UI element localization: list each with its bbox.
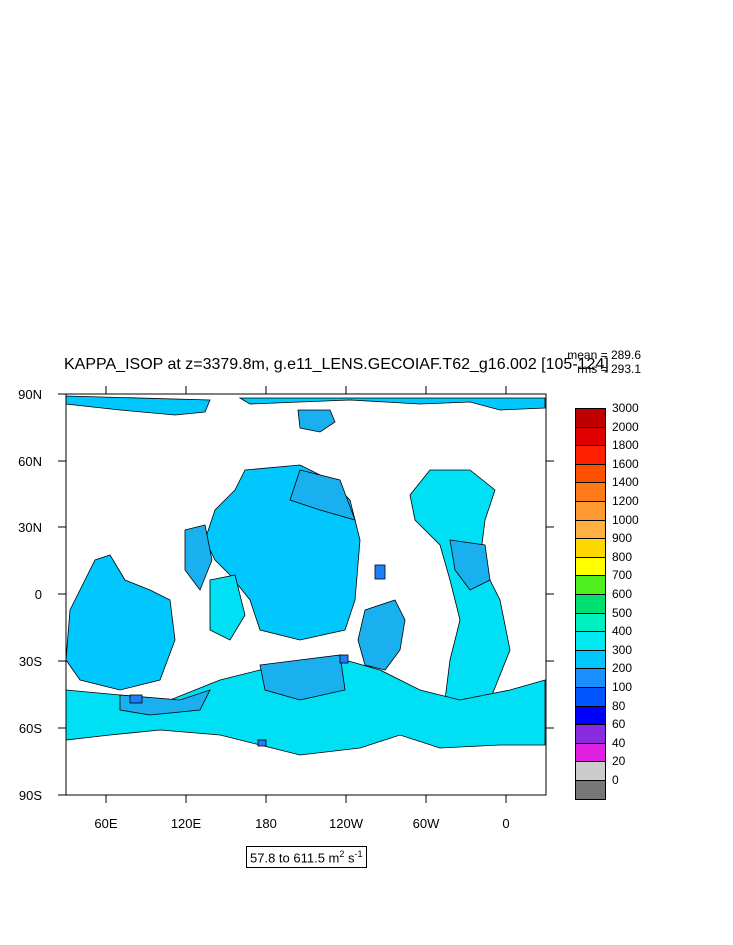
y-label-60s: 60S [18,721,42,736]
colorbar-label: 600 [612,587,633,601]
colorbar-swatch [576,669,605,688]
colorbar-swatch [576,725,605,744]
colorbar-label: 60 [612,717,626,732]
ocean-fields [65,395,546,756]
colorbar-swatch [576,557,605,577]
range-box: 57.8 to 611.5 m2 s-1 [246,846,367,869]
colorbar-label: 20 [612,754,626,769]
colorbar-label: 3000 [612,401,639,415]
atlantic-basin [409,469,511,721]
range-unit-sup: 2 [339,849,345,859]
colorbar-label: 40 [612,735,626,750]
colorbar-swatch [576,427,605,447]
colorbar-label: 80 [612,698,626,713]
y-label-90s: 90S [18,788,42,803]
plot-title: KAPPA_ISOP at z=3379.8m, g.e11_LENS.GECO… [64,356,609,373]
x-label-120e: 120E [170,816,202,831]
colorbar-swatch [576,483,605,502]
range-unit-tail: s [344,850,355,866]
x-label-0: 0 [502,816,510,831]
mean-stat: mean = 289.6 [567,348,641,362]
colorbar-swatch [576,464,605,484]
colorbar-swatch [576,501,605,521]
x-label-60e: 60E [94,816,118,831]
colorbar-label: 1800 [612,438,639,453]
colorbar-swatch [576,650,605,670]
y-label-60n: 60N [18,454,42,469]
colorbar-label: 200 [612,661,633,676]
x-label-60w: 60W [412,816,440,831]
colorbar-label: 500 [612,605,633,620]
x-label-120w: 120W [329,816,363,831]
colorbar-swatch [576,632,605,651]
colorbar-label: 1600 [612,456,639,471]
colorbar-swatch [576,762,605,781]
colorbar-label: 400 [612,624,633,639]
colorbar [575,408,606,801]
colorbar-swatch [576,520,605,540]
colorbar-label: 1400 [612,475,639,490]
colorbar-label: 100 [612,680,633,694]
colorbar-swatch [576,706,605,726]
y-label-30s: 30S [18,654,42,669]
colorbar-label: 800 [612,549,633,564]
colorbar-swatch [576,594,605,614]
colorbar-swatch [576,409,605,428]
southern-ocean [65,659,546,756]
y-label-30n: 30N [18,520,42,535]
rms-stat: rms = 293.1 [577,362,641,376]
indian-basin [65,554,176,691]
y-label-0: 0 [34,587,42,602]
colorbar-label: 2000 [612,419,639,434]
colorbar-swatch [576,613,605,633]
colorbar-label: 0 [612,773,619,787]
colorbar-label: 900 [612,531,633,546]
colorbar-label: 1000 [612,512,639,527]
range-unit-sup2: -1 [354,849,363,859]
colorbar-swatch [576,446,605,465]
colorbar-label: 700 [612,568,633,583]
range-text: 57.8 to 611.5 m [250,850,340,866]
colorbar-swatch [576,576,605,595]
tick-marks [58,386,554,803]
colorbar-swatch [576,687,605,707]
arctic-ocean [65,395,211,416]
x-label-180: 180 [255,816,277,831]
y-label-90n: 90N [18,387,42,402]
colorbar-swatch [576,743,605,763]
colorbar-label: 1200 [612,494,639,508]
colorbar-label: 300 [612,642,633,657]
colorbar-swatch [576,780,605,800]
colorbar-swatch [576,539,605,558]
